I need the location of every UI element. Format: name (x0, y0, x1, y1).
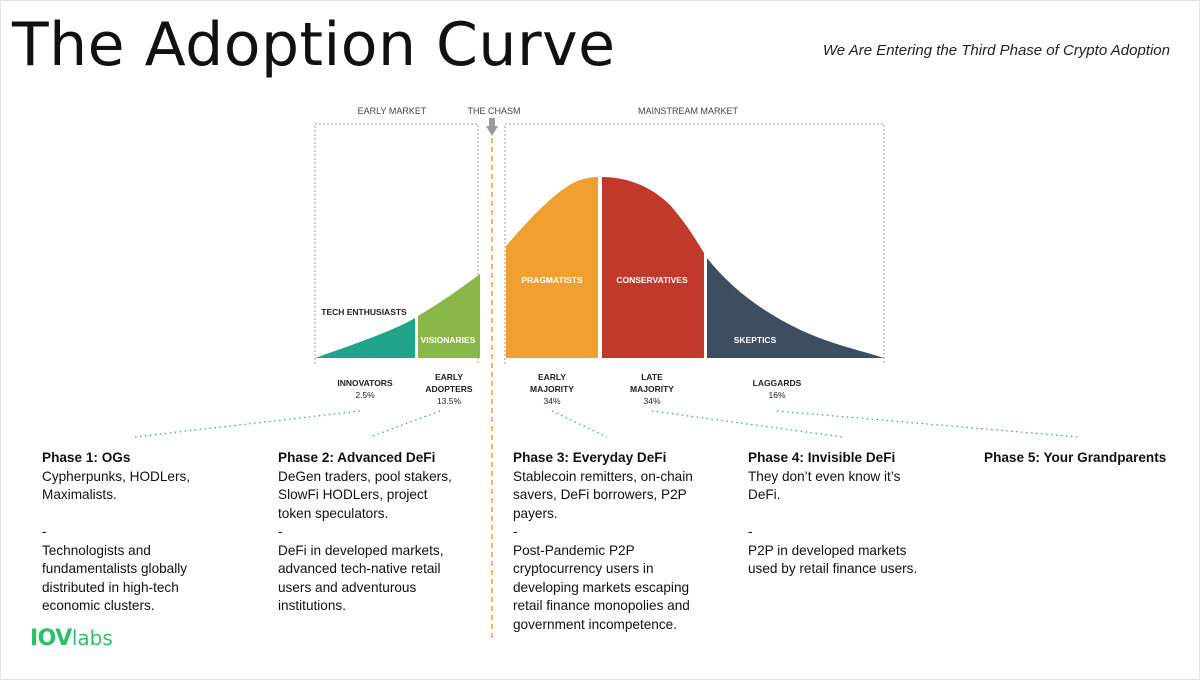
phase-2-line-3: token speculators. (278, 505, 389, 521)
phase-1-title: Phase 1: OGs (42, 450, 131, 465)
mainstream-market-bracket (504, 123, 885, 364)
phase-1-extra-1: Technologists and (42, 542, 151, 558)
mainstream-market-label: MAINSTREAM MARKET (638, 106, 739, 116)
group-early-adopters-name-2: ADOPTERS (425, 384, 473, 394)
phase-5-title: Phase 5: Your Grandparents (984, 450, 1167, 465)
group-early-adopters-name-1: EARLY (435, 372, 463, 382)
phase-3-line-1: Stablecoin remitters, on-chain (513, 468, 693, 484)
segment-label-visionaries: VISIONARIES (421, 335, 476, 345)
phase-3: Phase 3: Everyday DeFi Stablecoin remitt… (513, 449, 713, 634)
leader-phase-5 (776, 410, 1079, 438)
early-market-bracket (314, 123, 479, 364)
group-innovators-name: INNOVATORS (337, 378, 393, 388)
phase-1: Phase 1: OGs Cypherpunks, HODLers, Maxim… (42, 449, 242, 616)
phase-3-line-3: payers. (513, 505, 558, 521)
group-laggards-name: LAGGARDS (753, 378, 802, 388)
group-late-majority-name-2: MAJORITY (630, 384, 674, 394)
phase-4: Phase 4: Invisible DeFi They don’t even … (748, 449, 948, 579)
phase-1-extra-2: fundamentalists globally (42, 561, 188, 576)
phase-2-extra-4: institutions. (278, 598, 347, 613)
group-laggards-pct: 16% (768, 390, 785, 400)
page-title: The Adoption Curve (12, 10, 616, 80)
phase-3-extra-5: government incompetence. (513, 616, 677, 632)
phase-1-line-1: Cypherpunks, HODLers, (42, 468, 191, 484)
logo-part-1: IOV (30, 626, 72, 651)
phase-3-title: Phase 3: Everyday DeFi (513, 450, 667, 465)
leader-phase-1 (134, 410, 361, 438)
group-early-majority-name-2: MAJORITY (530, 384, 574, 394)
phase-2: Phase 2: Advanced DeFi DeGen traders, po… (278, 449, 478, 616)
phase-3-extra-4: retail finance monopolies and (513, 598, 690, 613)
page-subtitle: We Are Entering the Third Phase of Crypt… (822, 42, 1170, 59)
phase-1-extra-4: economic clusters. (42, 598, 155, 613)
segment-tech-enthusiasts (315, 318, 415, 358)
phase-2-extra-2: advanced tech-native retail (278, 561, 441, 576)
segment-skeptics (707, 258, 884, 358)
phase-4-gap (748, 505, 948, 524)
segment-label-conservatives: CONSERVATIVES (616, 275, 688, 285)
phase-3-extra-3: developing markets escaping (513, 579, 690, 595)
phase-4-line-2: DeFi. (748, 487, 781, 502)
phase-3-line-2: savers, DeFi borrowers, P2P (513, 487, 687, 502)
chasm-label: THE CHASM (467, 106, 520, 116)
phase-3-separator: - (513, 524, 518, 539)
leader-phase-2 (369, 410, 441, 438)
segment-label-tech-enthusiasts: TECH ENTHUSIASTS (321, 307, 407, 317)
group-late-majority-name-1: LATE (641, 372, 663, 382)
phase-2-extra-3: users and adventurous (278, 579, 417, 595)
group-early-majority-pct: 34% (543, 396, 560, 406)
iovlabs-logo: IOVlabs (30, 626, 113, 652)
segment-visionaries (418, 274, 480, 358)
segment-label-skeptics: SKEPTICS (734, 335, 777, 345)
segment-label-pragmatists: PRAGMATISTS (521, 275, 583, 285)
phase-2-separator: - (278, 524, 283, 539)
phase-1-gap (42, 505, 242, 524)
phase-2-line-1: DeGen traders, pool stakers, (278, 468, 452, 484)
phase-2-extra-1: DeFi in developed markets, (278, 542, 444, 558)
group-early-adopters-pct: 13.5% (437, 396, 462, 406)
phase-5: Phase 5: Your Grandparents (984, 449, 1184, 468)
segment-pragmatists (506, 177, 598, 358)
early-market-label: EARLY MARKET (358, 106, 427, 116)
segment-conservatives (602, 177, 704, 358)
phase-2-title: Phase 2: Advanced DeFi (278, 450, 436, 465)
logo-part-2: labs (71, 626, 113, 650)
phase-4-extra-2: used by retail finance users. (748, 561, 918, 576)
group-late-majority-pct: 34% (643, 396, 660, 406)
phase-2-line-2: SlowFi HODLers, project (278, 487, 428, 502)
phase-4-line-1: They don’t even know it’s (748, 468, 901, 484)
phase-4-separator: - (748, 524, 753, 539)
group-early-majority-name-1: EARLY (538, 372, 566, 382)
group-innovators-pct: 2.5% (355, 390, 375, 400)
phase-3-extra-2: cryptocurrency users in (513, 561, 654, 576)
phase-4-extra-1: P2P in developed markets (748, 542, 907, 558)
phase-1-line-2: Maximalists. (42, 487, 117, 502)
phase-1-separator: - (42, 524, 47, 539)
phase-4-title: Phase 4: Invisible DeFi (748, 450, 896, 465)
phase-1-extra-3: distributed in high-tech (42, 579, 179, 595)
chasm-arrow-icon (486, 118, 498, 136)
leader-phase-3 (551, 410, 608, 438)
leader-phase-4 (651, 410, 844, 438)
phase-3-extra-1: Post-Pandemic P2P (513, 542, 635, 558)
